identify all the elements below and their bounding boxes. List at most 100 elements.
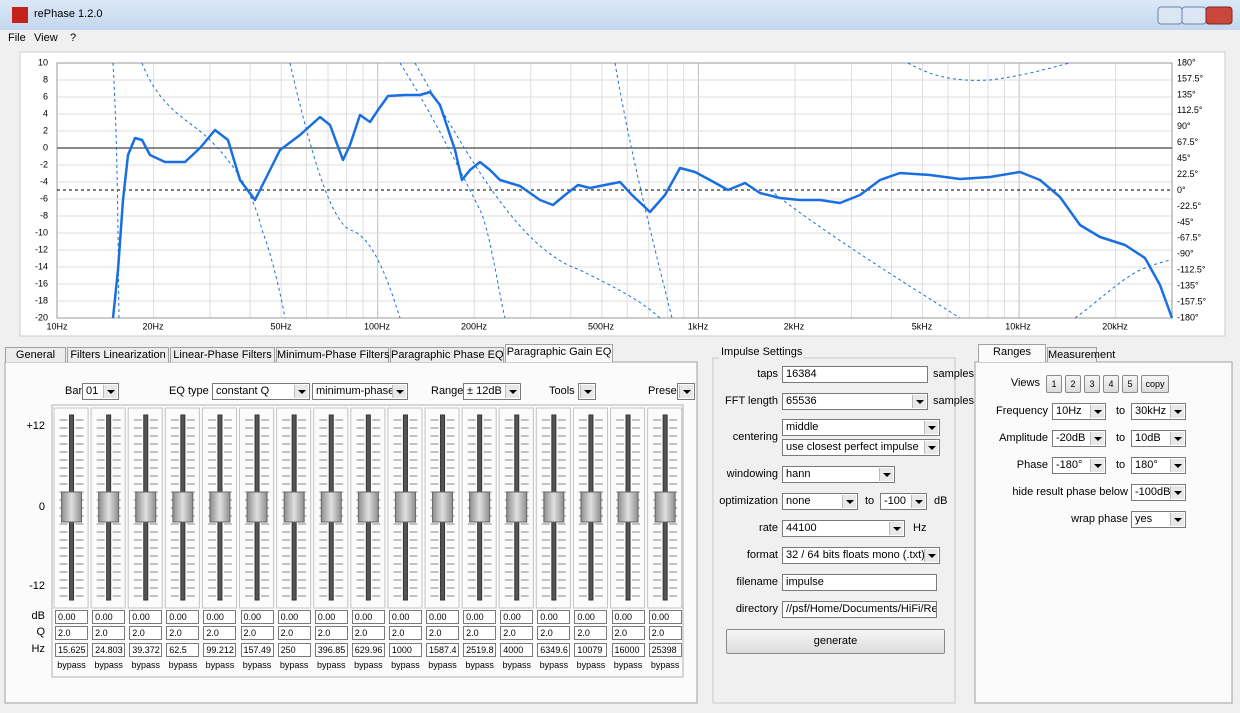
band-db-field[interactable]: 0.00: [129, 610, 163, 624]
frequency-from-combo[interactable]: 10Hz: [1052, 403, 1106, 420]
dropdown-arrow[interactable]: [679, 385, 693, 398]
dropdown-arrow[interactable]: [294, 385, 308, 398]
dropdown-arrow[interactable]: [879, 468, 893, 481]
band-hz-field[interactable]: 1000: [388, 643, 422, 657]
tab[interactable]: Measurement: [1047, 347, 1116, 362]
band-q-field[interactable]: 2.0: [537, 626, 571, 640]
band-hz-field[interactable]: 24.803: [92, 643, 126, 657]
slider-knob[interactable]: [172, 491, 194, 523]
band-db-field[interactable]: 0.00: [277, 610, 311, 624]
bypass-toggle[interactable]: bypass: [428, 660, 457, 670]
dropdown-arrow[interactable]: [1170, 432, 1184, 445]
band-hz-field[interactable]: 15.625: [55, 643, 89, 657]
minimize-button[interactable]: [1157, 6, 1183, 25]
band-q-field[interactable]: 2.0: [500, 626, 534, 640]
band-hz-field[interactable]: 62.5: [166, 643, 200, 657]
dropdown-arrow[interactable]: [1090, 405, 1104, 418]
band-hz-field[interactable]: 250: [277, 643, 311, 657]
band-hz-field[interactable]: 6349.6: [537, 643, 571, 657]
bypass-toggle[interactable]: bypass: [205, 660, 235, 670]
band-db-field[interactable]: 0.00: [648, 610, 682, 624]
dropdown-arrow[interactable]: [103, 385, 117, 398]
band-db-field[interactable]: 0.00: [388, 610, 422, 624]
band-db-field[interactable]: 0.00: [500, 610, 534, 624]
band-db-field[interactable]: 0.00: [537, 610, 571, 624]
hide-phase-combo[interactable]: -100dB: [1131, 484, 1186, 501]
band-q-field[interactable]: 2.0: [574, 626, 608, 640]
dropdown-arrow[interactable]: [889, 522, 903, 535]
menu-item[interactable]: ?: [70, 32, 77, 44]
tab[interactable]: General: [5, 347, 66, 362]
slider-knob[interactable]: [357, 491, 379, 523]
dropdown-arrow[interactable]: [842, 495, 856, 508]
wrap-phase-combo[interactable]: yes: [1131, 511, 1186, 528]
slider-knob[interactable]: [617, 491, 639, 523]
presets-combo[interactable]: [677, 383, 695, 400]
view-button[interactable]: 1: [1046, 375, 1062, 393]
band-db-field[interactable]: 0.00: [240, 610, 274, 624]
tab[interactable]: Linear-Phase Filters: [170, 347, 275, 362]
band-hz-field[interactable]: 2519.8: [463, 643, 497, 657]
bypass-toggle[interactable]: bypass: [57, 660, 86, 670]
band-hz-field[interactable]: 396.85: [314, 643, 348, 657]
band-q-field[interactable]: 2.0: [240, 626, 274, 640]
dropdown-arrow[interactable]: [1170, 405, 1184, 418]
directory-field[interactable]: //psf/Home/Documents/HiFi/RePh: [782, 601, 937, 618]
slider-knob[interactable]: [394, 491, 416, 523]
band-hz-field[interactable]: 99.212: [203, 643, 237, 657]
band-hz-field[interactable]: 25398: [648, 643, 682, 657]
view-button[interactable]: 5: [1122, 375, 1138, 393]
dropdown-arrow[interactable]: [912, 395, 926, 408]
band-hz-field[interactable]: 157.49: [240, 643, 274, 657]
slider-knob[interactable]: [654, 491, 676, 523]
band-db-field[interactable]: 0.00: [314, 610, 348, 624]
dropdown-arrow[interactable]: [505, 385, 519, 398]
fft-combo[interactable]: 65536: [782, 393, 928, 410]
dropdown-arrow[interactable]: [1090, 459, 1104, 472]
tab[interactable]: Paragraphic Phase EQ: [390, 347, 504, 362]
bypass-toggle[interactable]: bypass: [391, 660, 420, 670]
slider-knob[interactable]: [61, 491, 83, 523]
slider-knob[interactable]: [469, 491, 491, 523]
band-q-field[interactable]: 2.0: [129, 626, 163, 640]
tab[interactable]: Paragraphic Gain EQ: [505, 344, 613, 362]
phase-mode-combo[interactable]: minimum-phase: [312, 383, 408, 400]
slider-knob[interactable]: [580, 491, 602, 523]
band-hz-field[interactable]: 10079: [574, 643, 608, 657]
maximize-button[interactable]: [1181, 6, 1207, 25]
amplitude-to-combo[interactable]: 10dB: [1131, 430, 1186, 447]
slider-knob[interactable]: [209, 491, 231, 523]
band-db-field[interactable]: 0.00: [166, 610, 200, 624]
band-q-field[interactable]: 2.0: [314, 626, 348, 640]
band-hz-field[interactable]: 39.372: [129, 643, 163, 657]
rate-combo[interactable]: 44100: [782, 520, 905, 537]
menu-item[interactable]: View: [34, 32, 58, 44]
bypass-toggle[interactable]: bypass: [316, 660, 346, 670]
slider-knob[interactable]: [283, 491, 305, 523]
dropdown-arrow[interactable]: [924, 441, 938, 454]
close-button[interactable]: [1205, 6, 1233, 25]
dropdown-arrow[interactable]: [1170, 486, 1184, 499]
dropdown-arrow[interactable]: [911, 495, 925, 508]
bypass-toggle[interactable]: bypass: [576, 660, 606, 670]
tab[interactable]: Filters Linearization: [67, 347, 169, 362]
band-db-field[interactable]: 0.00: [203, 610, 237, 624]
band-hz-field[interactable]: 16000: [611, 643, 645, 657]
tab[interactable]: Ranges: [978, 344, 1046, 362]
band-db-field[interactable]: 0.00: [574, 610, 608, 624]
band-q-field[interactable]: 2.0: [166, 626, 200, 640]
bypass-toggle[interactable]: bypass: [613, 660, 643, 670]
frequency-to-combo[interactable]: 30kHz: [1131, 403, 1186, 420]
band-db-field[interactable]: 0.00: [611, 610, 645, 624]
phase-from-combo[interactable]: -180°: [1052, 457, 1106, 474]
optimization-combo[interactable]: none: [782, 493, 858, 510]
bypass-toggle[interactable]: bypass: [354, 660, 383, 670]
menu-item[interactable]: File: [8, 32, 26, 44]
dropdown-arrow[interactable]: [1170, 459, 1184, 472]
bypass-toggle[interactable]: bypass: [168, 660, 198, 670]
bypass-toggle[interactable]: bypass: [502, 660, 531, 670]
slider-knob[interactable]: [246, 491, 268, 523]
band-q-field[interactable]: 2.0: [277, 626, 311, 640]
view-button[interactable]: 2: [1065, 375, 1081, 393]
view-button[interactable]: 4: [1103, 375, 1119, 393]
